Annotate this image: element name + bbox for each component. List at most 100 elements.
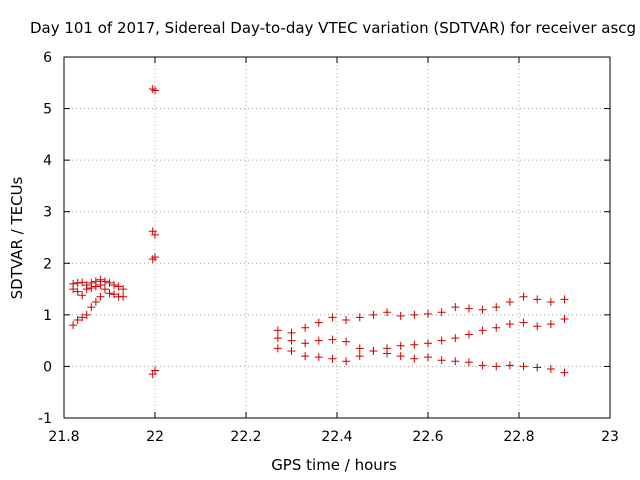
data-point	[69, 321, 78, 330]
y-tick-label: 3	[43, 205, 52, 221]
data-point	[301, 339, 310, 348]
data-point	[437, 336, 446, 345]
y-tick-label: 0	[43, 359, 52, 375]
x-tick-label: 23	[601, 429, 619, 445]
data-point	[273, 344, 282, 353]
data-points	[69, 84, 569, 379]
data-point	[369, 310, 378, 319]
data-point	[110, 290, 119, 299]
chart-title: Day 101 of 2017, Sidereal Day-to-day VTE…	[30, 19, 636, 37]
data-point	[314, 318, 323, 327]
data-point	[287, 346, 296, 355]
data-point	[273, 334, 282, 343]
data-point	[151, 366, 159, 375]
data-point	[560, 368, 569, 377]
data-point	[369, 346, 378, 355]
y-tick-label: 2	[43, 256, 52, 272]
data-point	[464, 330, 473, 339]
data-point	[91, 282, 100, 291]
data-point	[410, 340, 419, 349]
data-point	[105, 289, 114, 298]
data-point	[492, 303, 501, 312]
data-point	[464, 358, 473, 367]
data-point	[73, 278, 82, 287]
data-point	[151, 253, 159, 262]
data-point	[78, 278, 87, 287]
data-point	[148, 255, 157, 264]
data-point	[533, 322, 542, 331]
data-point	[151, 86, 159, 95]
data-point	[100, 277, 109, 286]
data-point	[148, 227, 157, 236]
data-point	[519, 292, 528, 301]
data-point	[396, 311, 405, 320]
data-point	[114, 282, 123, 291]
data-point	[505, 361, 514, 370]
data-point	[546, 297, 555, 306]
data-point	[424, 339, 432, 348]
y-tick-label: 4	[43, 153, 52, 169]
data-point	[505, 320, 514, 329]
y-tick-label: 1	[43, 308, 52, 324]
data-point	[87, 284, 96, 293]
data-point	[519, 362, 528, 371]
data-point	[342, 357, 351, 366]
data-point	[73, 287, 82, 296]
grid-lines	[64, 57, 610, 418]
data-point	[396, 341, 405, 350]
data-point	[546, 365, 555, 374]
data-point	[314, 336, 323, 345]
data-point	[148, 370, 157, 379]
y-tick-label: 5	[43, 102, 52, 118]
data-point	[328, 354, 337, 363]
data-point	[96, 292, 105, 301]
data-point	[355, 313, 364, 322]
data-point	[451, 357, 460, 366]
data-point	[78, 313, 87, 322]
data-point	[560, 295, 569, 304]
data-point	[355, 344, 364, 353]
data-point	[82, 310, 91, 319]
x-tick-label: 22.6	[412, 429, 443, 445]
data-point	[314, 353, 323, 362]
data-point	[148, 84, 157, 93]
data-point	[383, 349, 392, 358]
data-point	[273, 326, 282, 335]
x-tick-label: 22	[146, 429, 164, 445]
data-point	[82, 285, 91, 294]
data-point	[105, 278, 114, 287]
data-point	[560, 314, 569, 323]
data-point	[73, 316, 82, 325]
x-axis-label: GPS time / hours	[271, 456, 397, 474]
data-point	[301, 323, 310, 332]
data-point	[519, 318, 528, 327]
y-axis-label: SDTVAR / TECUs	[8, 176, 26, 299]
data-point	[342, 337, 351, 346]
data-point	[546, 320, 555, 329]
data-point	[478, 305, 487, 314]
data-point	[424, 309, 432, 318]
y-tick-label: -1	[38, 411, 52, 427]
data-point	[151, 230, 159, 239]
data-point	[478, 326, 487, 335]
data-point	[96, 280, 105, 289]
data-point	[87, 303, 96, 312]
data-point	[492, 362, 501, 371]
x-tick-label: 22.4	[321, 429, 352, 445]
data-point	[100, 285, 109, 294]
data-point	[119, 285, 128, 294]
data-point	[437, 308, 446, 317]
data-point	[91, 297, 100, 306]
data-point	[533, 295, 542, 304]
data-point	[424, 353, 432, 362]
data-point	[287, 336, 296, 345]
x-tick-label: 22.8	[503, 429, 534, 445]
data-point	[110, 280, 119, 289]
data-point	[328, 313, 337, 322]
data-point	[69, 285, 78, 294]
data-point	[287, 328, 296, 337]
x-tick-label: 22.2	[230, 429, 261, 445]
data-point	[301, 352, 310, 361]
